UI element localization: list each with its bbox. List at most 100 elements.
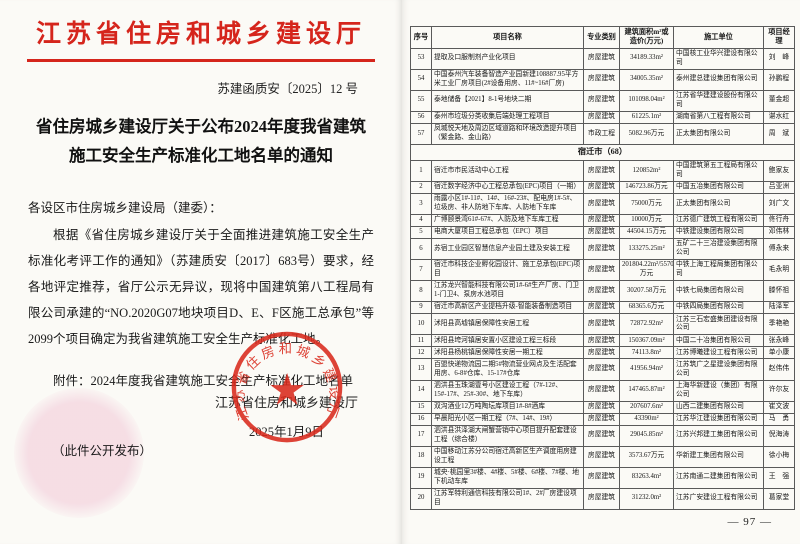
cell-mgr: 周 斌 <box>763 122 795 145</box>
cell-name: 城央·桃园里3#楼、4#楼、5#楼、6#楼、7#楼、地下机动车库 <box>431 466 584 489</box>
cell-co: 泰州建总建设集团有限公司 <box>673 68 764 91</box>
cell-mgr: 谌水红 <box>763 110 795 124</box>
cell-co: 中国五冶集团有限公司 <box>673 180 764 195</box>
table-row: 3 雨露小区1#-11#、14#、16#-23#、配电房1#-5#、垃圾房、非人防… <box>410 193 795 216</box>
cell-n: 4 <box>410 214 432 228</box>
table-row: 15 双沟酒业12万吨陶坛库项目1#-8#酒库 房屋建筑 207607.6m² 山西二建… <box>410 400 795 414</box>
header-area: 建筑面积m²或造价(万元) <box>619 26 674 49</box>
cell-n: 12 <box>410 346 432 360</box>
notice-title: 省住房城乡建设厅关于公布2024年度我省建筑施工安全生产标准化工地名单的通知 <box>36 117 366 165</box>
signature-date: 2025年1月9日 <box>248 425 324 439</box>
salutation: 各设区市住房城乡建设局（建委）： <box>28 200 222 215</box>
cell-cat: 房屋建筑 <box>583 280 620 303</box>
table-row: 2 宿迁数字经济中心工程总承包(EPC)项目（一期） 房屋建筑 146723.86万元… <box>410 180 795 195</box>
cell-co: 江苏省华建建设股份有限公司 <box>673 89 764 112</box>
appendix-page: 序号 项目名称 专业类别 建筑面积m²或造价(万元) 施工单位 项目经理 53 提… <box>402 0 800 544</box>
cell-cat: 房屋建筑 <box>583 466 620 489</box>
section-header-body: 宿迁市（68） <box>410 143 795 161</box>
cell-mgr: 滕怀祖 <box>763 280 795 303</box>
cell-n: 6 <box>410 238 432 261</box>
cell-mgr: 葛家堂 <box>763 487 795 511</box>
cell-cat: 房屋建筑 <box>583 159 620 182</box>
table-row: 11 沭阳县垮河镇居安置小区建设工程三标段 房屋建筑 150367.09m² 中国二十冶… <box>410 334 795 348</box>
table-row: 10 沭阳县高墟镇居保障性安居工程 房屋建筑 72872.92m² 江苏三石宏盛集团建设… <box>410 313 795 336</box>
cell-n: 9 <box>410 301 432 315</box>
cell-cat: 房屋建筑 <box>583 89 620 112</box>
table-row: 16 早晨阳光小区一期工程（7#、14#、19#） 房屋建筑 43390m² 江苏华江建… <box>410 412 795 426</box>
signature-block: 江苏省住房和城乡建设厅 2025年1月9日 <box>215 392 358 440</box>
cell-mgr: 季艳艳 <box>763 313 795 336</box>
cell-area: 43390m² <box>619 412 674 426</box>
cell-co: 湖南省第八工程有限公司 <box>673 110 764 124</box>
notice-page: 江苏省住房和城乡建设厅 苏建函质安〔2025〕12 号 省住房城乡建设厅关于公布… <box>14 21 375 518</box>
cell-co: 山西二建集团有限公司 <box>673 400 764 414</box>
cell-mgr: 倪海涛 <box>763 424 795 447</box>
cell-co: 中铁建设集团有限公司 <box>673 226 764 240</box>
cell-area: 61225.1m² <box>619 110 674 124</box>
cell-co: 中铁七局集团有限公司 <box>673 280 764 303</box>
cell-mgr: 赵伟伟 <box>763 358 795 381</box>
table-row: 20 江苏军特利通信科技有限公司1#、2#厂房建设项目 房屋建筑 31232.0m² 江… <box>410 487 795 511</box>
cell-area: 120852m² <box>619 159 674 182</box>
cell-mgr: 单小康 <box>763 346 795 360</box>
cell-area: 207607.6m² <box>619 400 674 414</box>
header-category: 专业类别 <box>583 26 620 49</box>
signer-name: 江苏省住房和城乡建设厅 <box>214 395 358 410</box>
cell-name: 沭阳县杨桃镇居保障性安居一期工程 <box>431 346 584 360</box>
cell-mgr: 董金超 <box>763 89 795 112</box>
cell-n: 14 <box>410 379 432 402</box>
cell-mgr: 王 强 <box>763 466 795 489</box>
header-company: 施工单位 <box>673 26 764 49</box>
cell-n: 18 <box>410 445 432 468</box>
cell-cat: 房屋建筑 <box>583 379 620 402</box>
cell-name: 江苏军特利通信科技有限公司1#、2#厂房建设项目 <box>431 487 584 511</box>
table-row: 14 泗洪县玉珠湖壹号小区建设工程（7#-12#、15#-17#、25#-30#、… <box>410 379 795 402</box>
cell-area: 29045.85m² <box>619 424 674 447</box>
cell-name: 泗洪县玉珠湖壹号小区建设工程（7#-12#、15#-17#、25#-30#、地下… <box>431 379 584 402</box>
cell-mgr: 邓伟林 <box>763 226 795 240</box>
cell-area: 68365.6万元 <box>619 301 674 315</box>
cell-area: 74113.8m² <box>619 346 674 360</box>
cell-co: 中铁四局集团有限公司 <box>673 301 764 315</box>
cell-n: 8 <box>410 280 432 303</box>
cell-cat: 房屋建筑 <box>583 400 620 414</box>
cell-name: 泰地储备【2021】8-1号地块二期 <box>431 89 584 112</box>
table-row: 13 百盟快递物流园二期5#物流营业网点及生活配套用房、6-8#仓库、15-17#… <box>410 358 795 381</box>
table-row: 8 江苏龙兴智能科技有限公司1#-6#生产厂房、门卫1-门卫4、泵房水池项目 房屋建… <box>410 280 795 303</box>
cell-n: 1 <box>410 159 432 182</box>
cell-area: 3573.67万元 <box>619 445 674 468</box>
cell-n: 57 <box>410 122 432 145</box>
cell-area: 31232.0m² <box>619 487 674 511</box>
cell-n: 11 <box>410 334 432 348</box>
cell-co: 华新建工集团有限公司 <box>673 445 764 468</box>
page-number: — 97 — <box>727 516 772 528</box>
header-row: 序号 项目名称 专业类别 建筑面积m²或造价(万元) 施工单位 项目经理 <box>410 26 795 49</box>
cell-n: 2 <box>410 180 432 195</box>
standardized-sites-table: 序号 项目名称 专业类别 建筑面积m²或造价(万元) 施工单位 项目经理 53 提… <box>410 26 795 511</box>
cell-n: 17 <box>410 424 432 447</box>
cell-area: 150367.09m² <box>619 334 674 348</box>
table-row: 53 提取及口服制剂产业化项目 房屋建筑 34189.33m² 中国核工业华兴建设有限公… <box>410 47 795 70</box>
city-section-label: 宿迁市（68） <box>410 143 795 161</box>
cell-co: 江苏兴邦建工集团有限公司 <box>673 424 764 447</box>
cell-area: 83263.4m² <box>619 466 674 489</box>
cell-name: 中国泰州汽车装备智造产业园新建108887.95平方米工业厂房项目(2#设备用房… <box>431 68 584 91</box>
cell-n: 19 <box>410 466 432 489</box>
cell-n: 55 <box>410 89 432 112</box>
table-container: 序号 项目名称 专业类别 建筑面积m²或造价(万元) 施工单位 项目经理 53 提… <box>410 26 795 511</box>
table-row: 7 宿迁市科技企业孵化园设计、施工总承包(EPC)项目 房屋建筑 201804.22m… <box>410 259 795 282</box>
cell-area: 133275.25m² <box>619 238 674 261</box>
cell-area: 201804.22m²/55702万元 <box>619 259 674 282</box>
cell-name: 凤城悦天地及周边区域道路和环境改造提升项目（繁金路、金山路） <box>431 122 584 145</box>
cell-name: 电商大厦项目工程总承包（EPC）项目 <box>431 226 584 240</box>
header-no: 序号 <box>410 26 432 49</box>
cell-co: 江苏德广建筑工程有限公司 <box>673 214 764 228</box>
table-row: 1 宿迁市市民活动中心工程 房屋建筑 120852m² 中国建筑第五工程局有限公司 鲍家友 <box>410 159 795 182</box>
cell-n: 7 <box>410 259 432 282</box>
cell-cat: 房屋建筑 <box>583 301 620 315</box>
rows-suqian: 1 宿迁市市民活动中心工程 房屋建筑 120852m² 中国建筑第五工程局有限公司 鲍家友… <box>410 159 795 511</box>
cell-co: 中国建筑第五工程局有限公司 <box>673 159 764 182</box>
cell-mgr: 徐小梅 <box>763 445 795 468</box>
cell-mgr: 崔文波 <box>763 400 795 414</box>
